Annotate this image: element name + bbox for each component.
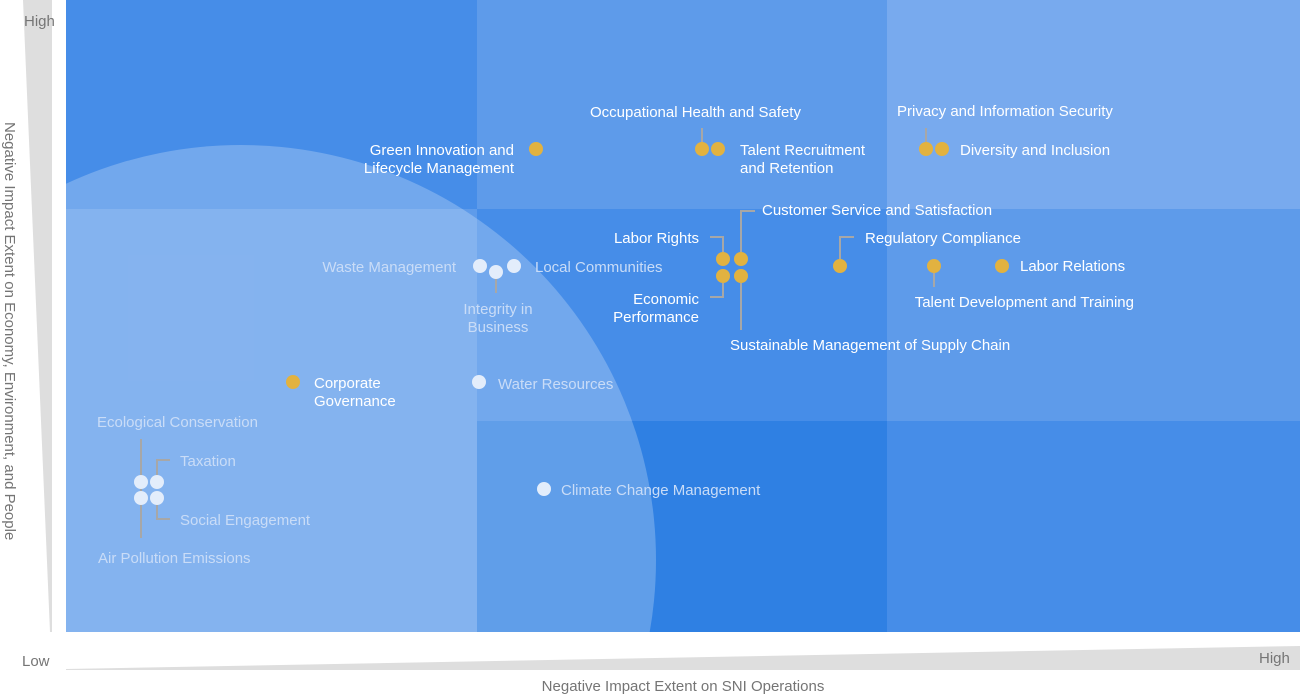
dot-talent-development[interactable] [927,259,941,273]
dot-corporate-governance[interactable] [286,375,300,389]
label-green-innovation-2: Lifecycle Management [364,160,515,177]
dot-climate[interactable] [537,482,551,496]
label-talent-dev: Talent Development and Training [915,294,1134,311]
label-economic-2: Performance [613,309,699,326]
label-social: Social Engagement [180,512,311,529]
cell-r0-c2 [887,0,1300,209]
dot-integrity[interactable] [489,265,503,279]
dot-waste[interactable] [473,259,487,273]
label-labor-relations: Labor Relations [1020,258,1125,275]
label-waste: Waste Management [322,259,457,276]
label-ecological: Ecological Conservation [97,414,258,431]
cell-r2-c0 [66,421,477,632]
dot-supply-chain[interactable] [734,269,748,283]
x-axis-title: Negative Impact Extent on SNI Operations [541,678,825,695]
leader-lines [140,128,935,538]
dot-regulatory[interactable] [833,259,847,273]
label-customer-service: Customer Service and Satisfaction [762,202,992,219]
label-climate: Climate Change Management [561,482,761,499]
dot-diversity[interactable] [935,142,949,156]
label-taxation: Taxation [180,453,236,470]
non-material-labels: Waste Management Local Communities Integ… [97,259,761,567]
material-dots [286,142,1009,389]
dot-occupational-health[interactable] [695,142,709,156]
material-labels: Green Innovation and Lifecycle Managemen… [314,103,1134,410]
label-economic-1: Economic [633,291,699,308]
label-air: Air Pollution Emissions [98,550,251,567]
cell-r0-c0 [66,0,477,209]
label-talent-recruit-2: and Retention [740,160,833,177]
label-local: Local Communities [535,259,663,276]
label-integrity-1: Integrity in [463,301,532,318]
y-axis-wedge [23,0,52,632]
dot-social-engagement[interactable] [150,491,164,505]
dot-customer-service[interactable] [734,252,748,266]
dot-privacy[interactable] [919,142,933,156]
label-integrity-2: Business [468,319,529,336]
dot-economic-performance[interactable] [716,269,730,283]
label-green-innovation-1: Green Innovation and [370,142,514,159]
y-axis-title: Negative Impact Extent on Economy, Envir… [1,122,18,541]
x-axis-high-label: High [1259,650,1290,667]
non-material-dots [134,259,551,505]
cell-r0-c1 [477,0,887,209]
dot-local-communities[interactable] [507,259,521,273]
label-regulatory: Regulatory Compliance [865,230,1021,247]
label-diversity: Diversity and Inclusion [960,142,1110,159]
cell-r2-c2 [887,421,1300,632]
label-water: Water Resources [498,376,613,393]
label-corp-gov-2: Governance [314,393,396,410]
dot-talent-recruitment[interactable] [711,142,725,156]
label-labor-rights: Labor Rights [614,230,699,247]
dot-ecological[interactable] [134,475,148,489]
label-supply-chain: Sustainable Management of Supply Chain [730,337,1010,354]
dot-water[interactable] [472,375,486,389]
dot-green-innovation[interactable] [529,142,543,156]
dot-air-pollution[interactable] [134,491,148,505]
label-privacy: Privacy and Information Security [897,103,1113,120]
dot-labor-rights[interactable] [716,252,730,266]
cell-r2-c1 [477,421,887,632]
y-axis-high-label: High [24,13,55,30]
label-occupational: Occupational Health and Safety [590,104,801,121]
label-corp-gov-1: Corporate [314,375,381,392]
cell-r1-c0 [66,209,477,421]
x-axis-wedge [66,646,1300,670]
x-axis-low-label: Low [22,653,50,670]
label-talent-recruit-1: Talent Recruitment [740,142,866,159]
cell-r1-c1 [477,209,887,421]
cell-r1-c2 [887,209,1300,421]
dot-labor-relations[interactable] [995,259,1009,273]
dot-taxation[interactable] [150,475,164,489]
